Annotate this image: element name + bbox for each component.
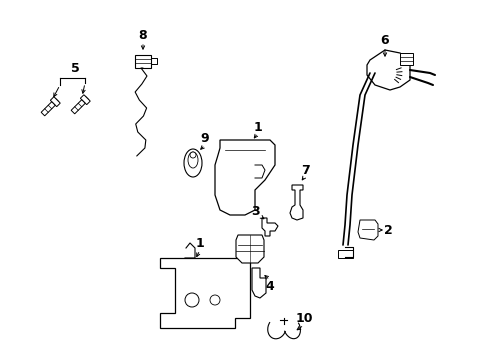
Text: 9: 9 [200, 131, 209, 144]
Text: 2: 2 [383, 224, 391, 237]
Polygon shape [215, 140, 274, 215]
Polygon shape [337, 250, 352, 258]
Polygon shape [50, 97, 60, 107]
Text: 8: 8 [139, 28, 147, 41]
Polygon shape [71, 96, 89, 114]
Polygon shape [357, 220, 377, 240]
Polygon shape [251, 268, 265, 298]
Polygon shape [262, 218, 278, 236]
Text: 1: 1 [195, 237, 204, 249]
Text: 4: 4 [265, 279, 274, 292]
Text: 5: 5 [70, 62, 79, 75]
Polygon shape [80, 95, 90, 105]
Polygon shape [289, 185, 303, 220]
Circle shape [184, 293, 199, 307]
Polygon shape [160, 258, 249, 328]
Text: 7: 7 [300, 163, 309, 176]
Text: 6: 6 [380, 33, 388, 46]
Text: 3: 3 [250, 204, 259, 217]
Polygon shape [236, 235, 264, 263]
Circle shape [209, 295, 220, 305]
Text: 1: 1 [253, 121, 262, 134]
Polygon shape [366, 50, 409, 90]
Polygon shape [41, 98, 59, 116]
Polygon shape [399, 53, 412, 65]
Polygon shape [135, 55, 151, 68]
Text: 10: 10 [295, 311, 312, 324]
Ellipse shape [183, 149, 202, 177]
Ellipse shape [187, 152, 198, 168]
Circle shape [190, 152, 196, 158]
